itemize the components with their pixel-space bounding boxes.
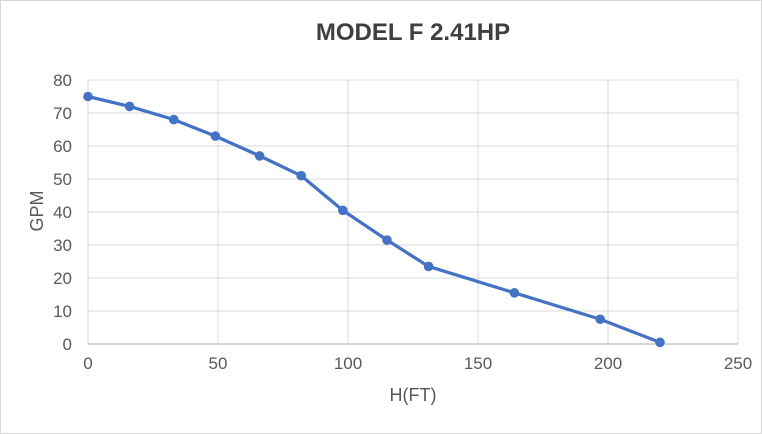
y-tick-label: 30 <box>53 236 72 255</box>
data-point-marker <box>296 170 307 181</box>
x-tick-label: 100 <box>334 354 362 373</box>
data-point-marker <box>338 205 348 216</box>
data-point-marker <box>210 131 221 141</box>
x-axis-title: H(FT) <box>389 385 437 405</box>
x-tick-label: 200 <box>594 354 622 373</box>
y-tick-label: 60 <box>53 137 72 156</box>
y-axis-title: GPM <box>27 190 47 232</box>
y-tick-label: 50 <box>53 170 72 189</box>
data-point-marker <box>382 235 392 245</box>
x-tick-label: 250 <box>724 354 752 373</box>
x-tick-label: 150 <box>464 354 492 373</box>
x-tick-label: 0 <box>83 354 92 373</box>
y-tick-label: 40 <box>53 203 72 222</box>
series-line <box>86 94 662 344</box>
y-tick-label: 80 <box>53 71 72 90</box>
data-point-marker <box>83 91 93 102</box>
data-point-marker <box>124 101 135 112</box>
data-point-marker <box>509 288 520 298</box>
y-tick-label: 0 <box>63 335 72 354</box>
chart-title: MODEL F 2.41HP <box>315 19 511 46</box>
data-point-marker <box>254 151 265 161</box>
x-tick-label: 50 <box>209 354 228 373</box>
y-tick-label: 20 <box>53 269 72 288</box>
data-point-marker <box>595 314 605 325</box>
y-tick-label: 10 <box>53 302 72 321</box>
data-point-marker <box>423 261 434 272</box>
data-point-marker <box>169 114 179 125</box>
y-tick-label: 70 <box>53 104 72 123</box>
data-point-marker <box>655 337 665 348</box>
